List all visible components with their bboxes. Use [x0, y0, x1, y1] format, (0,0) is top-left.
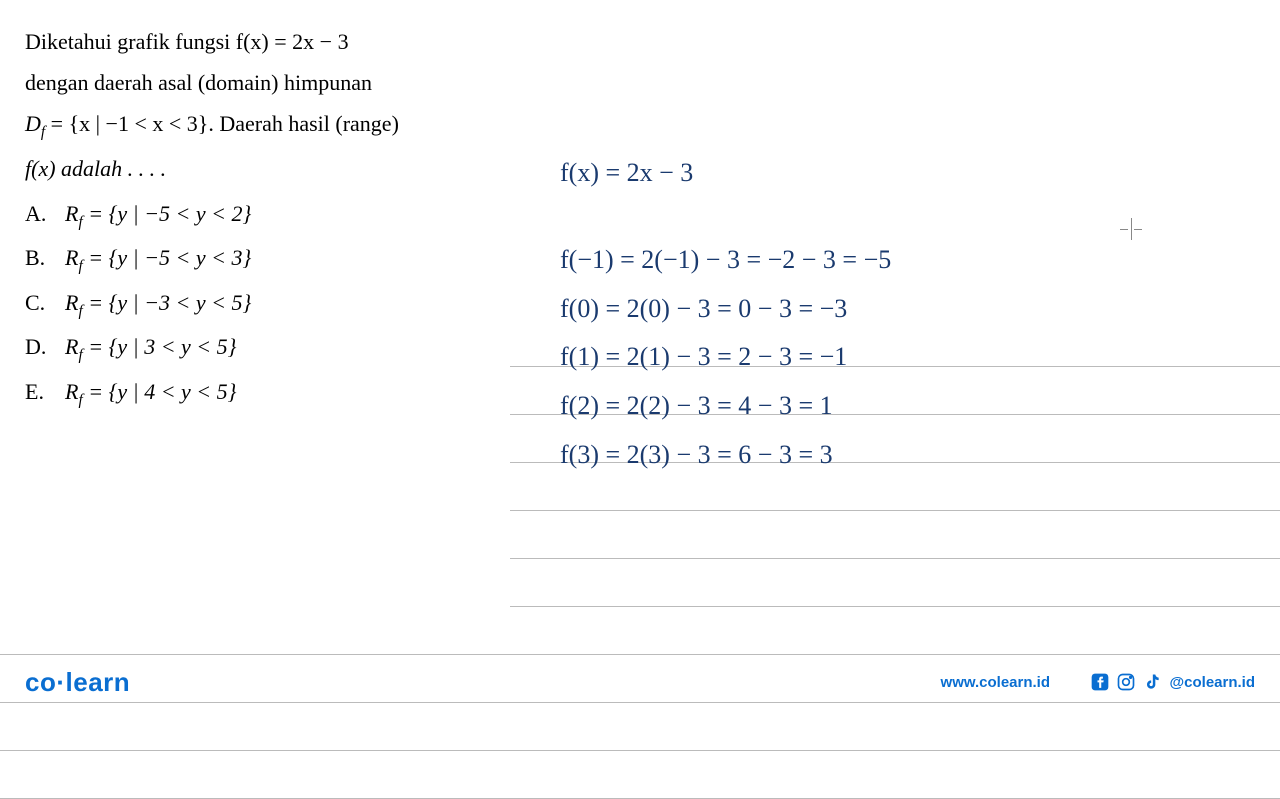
option-row: A.Rf = {y | −5 < y < 2}	[25, 197, 505, 234]
social-icons: @colearn.id	[1090, 672, 1255, 692]
ruled-line	[510, 510, 1280, 511]
problem-d: D	[25, 111, 41, 136]
problem-area: Diketahui grafik fungsi f(x) = 2x − 3 de…	[25, 25, 505, 419]
handwritten-row: f(2) = 2(2) − 3 = 4 − 3 = 1	[560, 383, 1240, 430]
option-row: B.Rf = {y | −5 < y < 3}	[25, 241, 505, 278]
ruled-line	[0, 654, 1280, 655]
ruled-line	[510, 558, 1280, 559]
logo-dot: ·	[56, 667, 65, 697]
footer: co·learn www.colearn.id @colearn.id	[0, 662, 1280, 702]
handwritten-row: f(3) = 2(3) − 3 = 6 − 3 = 3	[560, 432, 1240, 479]
tiktok-icon	[1142, 672, 1162, 692]
option-content: Rf = {y | −5 < y < 2}	[65, 197, 251, 234]
problem-text-2: dengan daerah asal (domain) himpunan	[25, 70, 372, 95]
option-letter: C.	[25, 286, 65, 323]
option-content: Rf = {y | 3 < y < 5}	[65, 330, 236, 367]
option-letter: D.	[25, 330, 65, 367]
logo-learn: learn	[66, 667, 131, 697]
handwritten-header: f(x) = 2x − 3	[560, 150, 1240, 197]
social-handle: @colearn.id	[1170, 674, 1255, 691]
problem-line-3: Df = {x | −1 < x < 3}. Daerah hasil (ran…	[25, 107, 505, 144]
option-content: Rf = {y | −3 < y < 5}	[65, 286, 251, 323]
instagram-icon	[1116, 672, 1136, 692]
option-content: Rf = {y | −5 < y < 3}	[65, 241, 251, 278]
problem-d-rest: = {x | −1 < x < 3}. Daerah hasil (range)	[45, 111, 399, 136]
problem-text-1: Diketahui grafik fungsi f(x) = 2x − 3	[25, 29, 349, 54]
option-row: D.Rf = {y | 3 < y < 5}	[25, 330, 505, 367]
ruled-line	[510, 606, 1280, 607]
ruled-line	[0, 750, 1280, 751]
problem-line-1: Diketahui grafik fungsi f(x) = 2x − 3	[25, 25, 505, 58]
option-letter: A.	[25, 197, 65, 234]
facebook-icon	[1090, 672, 1110, 692]
problem-line-4: f(x) adalah . . . .	[25, 152, 505, 185]
options-list: A.Rf = {y | −5 < y < 2}B.Rf = {y | −5 < …	[25, 197, 505, 412]
logo-co: co	[25, 667, 56, 697]
handwritten-row: f(1) = 2(1) − 3 = 2 − 3 = −1	[560, 334, 1240, 381]
option-content: Rf = {y | 4 < y < 5}	[65, 375, 236, 412]
option-row: C.Rf = {y | −3 < y < 5}	[25, 286, 505, 323]
handwritten-row: f(0) = 2(0) − 3 = 0 − 3 = −3	[560, 286, 1240, 333]
option-row: E.Rf = {y | 4 < y < 5}	[25, 375, 505, 412]
option-letter: E.	[25, 375, 65, 412]
option-letter: B.	[25, 241, 65, 278]
problem-line-2: dengan daerah asal (domain) himpunan	[25, 66, 505, 99]
ruled-line	[0, 702, 1280, 703]
handwritten-area: f(x) = 2x − 3 f(−1) = 2(−1) − 3 = −2 − 3…	[560, 150, 1240, 481]
problem-text-4: f(x) adalah . . . .	[25, 156, 166, 181]
website-url: www.colearn.id	[941, 674, 1050, 691]
handwritten-row: f(−1) = 2(−1) − 3 = −2 − 3 = −5	[560, 237, 1240, 284]
logo: co·learn	[25, 667, 130, 698]
